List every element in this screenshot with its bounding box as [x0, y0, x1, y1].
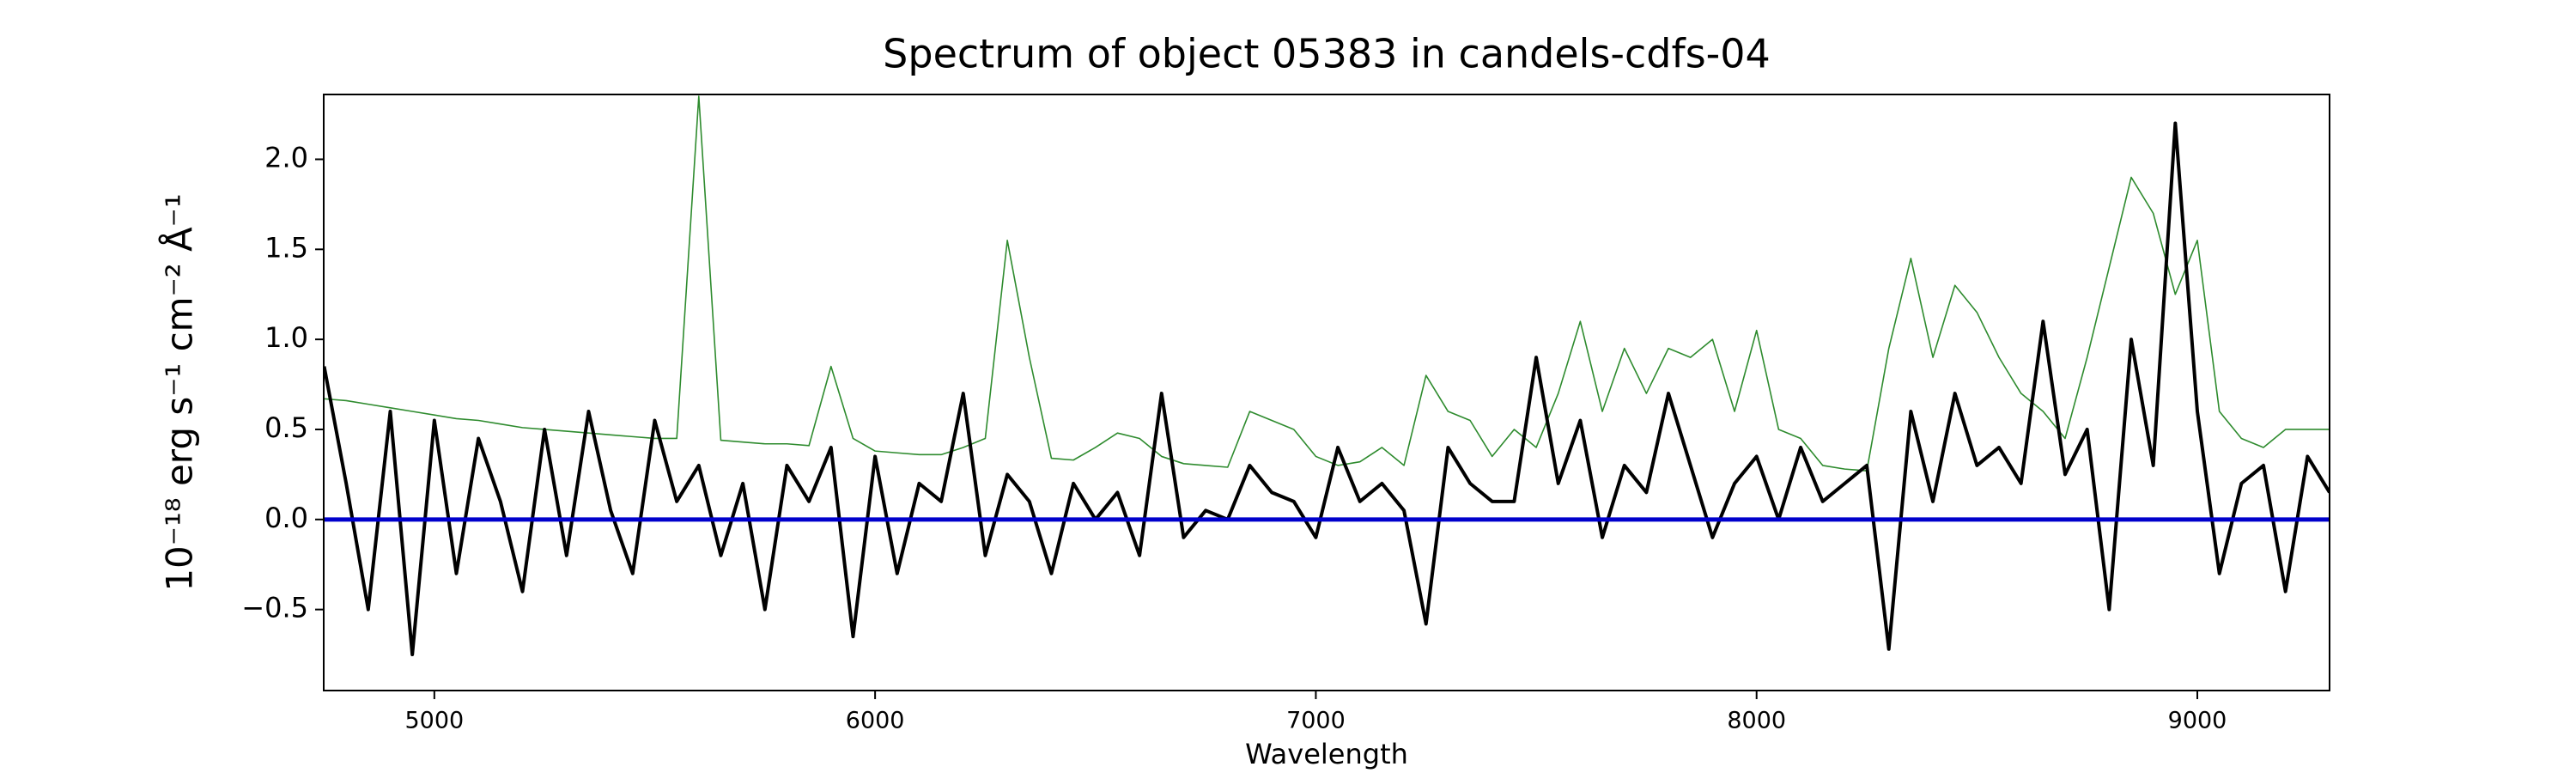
- x-tick-label: 5000: [404, 708, 464, 734]
- y-tick-label: 0.5: [264, 411, 308, 444]
- y-axis-label: 10⁻¹⁸ erg s⁻¹ cm⁻² Å⁻¹: [158, 193, 201, 591]
- chart-title: Spectrum of object 05383 in candels-cdfs…: [883, 31, 1771, 77]
- y-tick-label: 1.0: [264, 321, 308, 354]
- x-tick-label: 6000: [846, 708, 905, 734]
- y-tick-label: −0.5: [241, 592, 308, 624]
- y-tick-label: 1.5: [264, 231, 308, 264]
- y-tick-label: 0.0: [264, 502, 308, 534]
- x-tick-label: 8000: [1727, 708, 1786, 734]
- x-axis-label: Wavelength: [1245, 738, 1408, 770]
- spectrum-line: [324, 121, 2330, 657]
- x-tick-label: 7000: [1286, 708, 1346, 734]
- y-tick-label: 2.0: [264, 141, 308, 173]
- plot-frame: [323, 94, 2330, 691]
- x-tick-label: 9000: [2168, 708, 2227, 734]
